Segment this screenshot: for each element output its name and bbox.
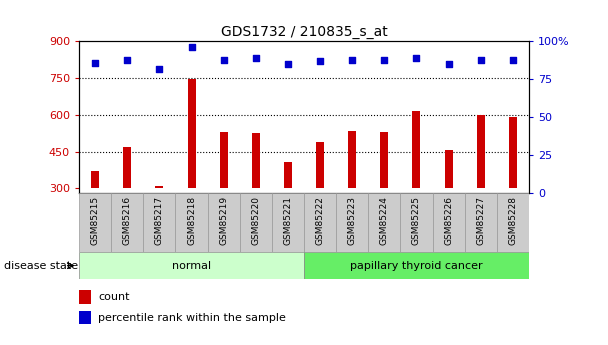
Bar [465,193,497,252]
Point [187,45,196,50]
Text: GSM85218: GSM85218 [187,196,196,245]
Text: GSM85217: GSM85217 [155,196,164,245]
Bar [111,193,143,252]
Bar [304,193,336,252]
Bar [143,193,176,252]
Bar [240,193,272,252]
Text: GSM85224: GSM85224 [380,196,389,245]
Bar [412,111,421,188]
Bar [207,193,240,252]
Text: GSM85222: GSM85222 [316,196,325,245]
Point [90,60,100,66]
Point [379,57,389,62]
Bar [272,193,304,252]
Bar [401,193,432,252]
Point [283,61,293,67]
Text: GSM85216: GSM85216 [123,196,132,245]
Bar [79,193,111,252]
Bar [432,193,465,252]
Text: GSM85221: GSM85221 [283,196,292,245]
Point [251,55,261,61]
Bar [176,193,207,252]
Bar [219,132,227,188]
Text: GSM85215: GSM85215 [91,196,100,245]
Text: percentile rank within the sample: percentile rank within the sample [98,313,286,323]
Point [347,57,357,62]
Bar [91,171,99,188]
Bar [79,311,91,324]
Point [154,66,164,71]
Bar [123,147,131,188]
Text: normal: normal [172,261,211,270]
Point [122,57,132,62]
Bar [509,117,517,188]
Bar [444,150,452,188]
Bar [79,290,91,304]
Text: GSM85219: GSM85219 [219,196,228,245]
Text: count: count [98,292,130,302]
Text: papillary thyroid cancer: papillary thyroid cancer [350,261,483,270]
Bar [336,193,368,252]
Bar [497,193,529,252]
Text: GSM85220: GSM85220 [251,196,260,245]
Bar [252,133,260,188]
Text: GSM85226: GSM85226 [444,196,453,245]
Bar [156,186,164,188]
Text: disease state: disease state [4,261,78,270]
Bar [316,142,324,188]
Bar [79,252,304,279]
Bar [368,193,401,252]
Text: GSM85228: GSM85228 [508,196,517,245]
Bar [304,252,529,279]
Title: GDS1732 / 210835_s_at: GDS1732 / 210835_s_at [221,25,387,39]
Point [219,57,229,62]
Point [315,58,325,64]
Bar [284,162,292,188]
Bar [477,115,485,188]
Text: GSM85223: GSM85223 [348,196,357,245]
Bar [348,131,356,188]
Text: GSM85227: GSM85227 [476,196,485,245]
Bar [381,132,389,188]
Point [412,55,421,61]
Point [508,57,518,62]
Point [476,57,486,62]
Bar [187,79,196,188]
Text: GSM85225: GSM85225 [412,196,421,245]
Point [444,61,454,67]
